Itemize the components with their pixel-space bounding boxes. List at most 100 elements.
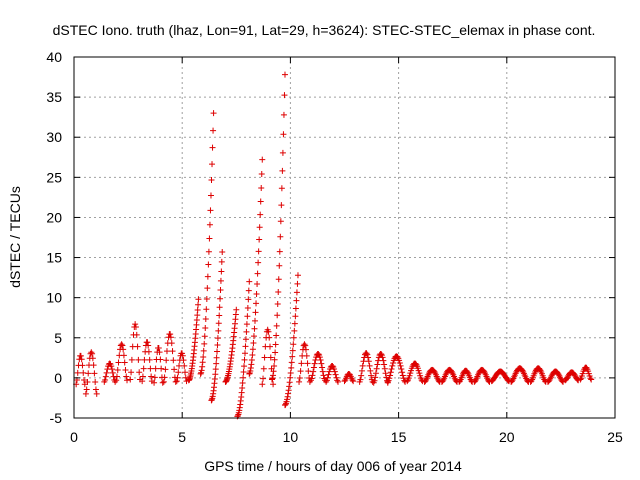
data-point bbox=[114, 366, 121, 373]
data-point bbox=[312, 357, 319, 364]
y-tick-label: 25 bbox=[46, 169, 62, 185]
chart-title: dSTEC Iono. truth (lhaz, Lon=91, Lat=29,… bbox=[53, 22, 596, 38]
data-point bbox=[398, 366, 405, 373]
data-point bbox=[271, 356, 278, 363]
data-point bbox=[386, 375, 393, 382]
data-point bbox=[242, 343, 249, 350]
data-point bbox=[272, 349, 279, 356]
data-point bbox=[205, 248, 212, 255]
y-axis-label: dSTEC / TECUs bbox=[7, 186, 23, 288]
data-point bbox=[210, 110, 217, 117]
data-point bbox=[363, 350, 370, 357]
data-point bbox=[528, 378, 535, 385]
data-point bbox=[276, 248, 283, 255]
data-point bbox=[259, 156, 266, 163]
data-point bbox=[201, 340, 208, 347]
data-point bbox=[254, 280, 261, 287]
x-tick-label: 15 bbox=[391, 429, 407, 445]
data-point bbox=[163, 357, 170, 364]
data-point bbox=[248, 361, 255, 368]
data-point bbox=[284, 396, 291, 403]
data-point bbox=[139, 373, 146, 380]
y-tick-label: 0 bbox=[54, 370, 62, 386]
data-point bbox=[205, 261, 212, 268]
data-points bbox=[73, 71, 595, 420]
data-point bbox=[358, 367, 365, 374]
x-tick-label: 5 bbox=[178, 429, 186, 445]
data-point bbox=[371, 377, 378, 384]
data-point bbox=[269, 375, 276, 382]
data-point bbox=[199, 359, 206, 366]
data-point bbox=[247, 365, 254, 372]
data-point bbox=[254, 270, 261, 277]
data-point bbox=[240, 374, 247, 381]
data-point bbox=[399, 372, 406, 379]
data-point bbox=[89, 355, 96, 362]
data-point bbox=[202, 324, 209, 331]
data-point bbox=[135, 356, 142, 363]
data-point bbox=[102, 373, 109, 380]
data-point bbox=[207, 207, 214, 214]
data-point bbox=[278, 185, 285, 192]
data-point bbox=[397, 362, 404, 369]
data-point bbox=[249, 346, 256, 353]
data-point bbox=[587, 375, 594, 382]
data-point bbox=[255, 248, 262, 255]
data-point bbox=[324, 374, 331, 381]
data-point bbox=[282, 401, 289, 408]
data-point bbox=[151, 379, 158, 386]
data-point bbox=[325, 371, 332, 378]
data-point bbox=[279, 149, 286, 156]
data-point bbox=[253, 290, 260, 297]
y-tick-label: 20 bbox=[46, 209, 62, 225]
data-point bbox=[217, 287, 224, 294]
data-point bbox=[267, 354, 274, 361]
data-point bbox=[367, 367, 374, 374]
data-point bbox=[241, 350, 248, 357]
data-point bbox=[396, 359, 403, 366]
data-point bbox=[241, 363, 248, 370]
data-point bbox=[214, 348, 221, 355]
data-point bbox=[273, 322, 280, 329]
data-point bbox=[118, 341, 125, 348]
data-point bbox=[148, 373, 155, 380]
data-point bbox=[77, 352, 84, 359]
data-point bbox=[132, 323, 139, 330]
data-point bbox=[250, 340, 257, 347]
data-point bbox=[83, 386, 90, 393]
data-point bbox=[387, 369, 394, 376]
data-point bbox=[132, 321, 139, 328]
data-point bbox=[171, 366, 178, 373]
data-point bbox=[281, 92, 288, 99]
data-point bbox=[261, 354, 268, 361]
data-point bbox=[214, 335, 221, 342]
data-point bbox=[136, 369, 143, 376]
x-tick-label: 0 bbox=[70, 429, 78, 445]
data-point bbox=[304, 360, 311, 367]
data-point bbox=[279, 167, 286, 174]
data-point bbox=[399, 369, 406, 376]
data-point bbox=[416, 370, 423, 377]
data-point bbox=[256, 236, 263, 243]
data-point bbox=[335, 378, 342, 385]
data-point bbox=[301, 341, 308, 348]
data-point bbox=[92, 379, 99, 386]
data-point bbox=[331, 365, 338, 372]
data-point bbox=[200, 347, 207, 354]
data-point bbox=[141, 356, 148, 363]
data-point bbox=[333, 374, 340, 381]
data-point bbox=[331, 368, 338, 375]
data-point bbox=[394, 354, 401, 361]
data-point bbox=[286, 383, 293, 390]
data-point bbox=[146, 356, 153, 363]
data-point bbox=[246, 370, 253, 377]
data-point bbox=[285, 387, 292, 394]
data-point bbox=[115, 359, 122, 366]
data-point bbox=[349, 377, 356, 384]
data-point bbox=[93, 390, 100, 397]
data-point bbox=[374, 361, 381, 368]
x-tick-labels: 0 5 10 15 20 25 bbox=[70, 429, 623, 445]
data-point bbox=[168, 340, 175, 347]
data-point bbox=[233, 306, 240, 313]
data-point bbox=[280, 111, 287, 118]
